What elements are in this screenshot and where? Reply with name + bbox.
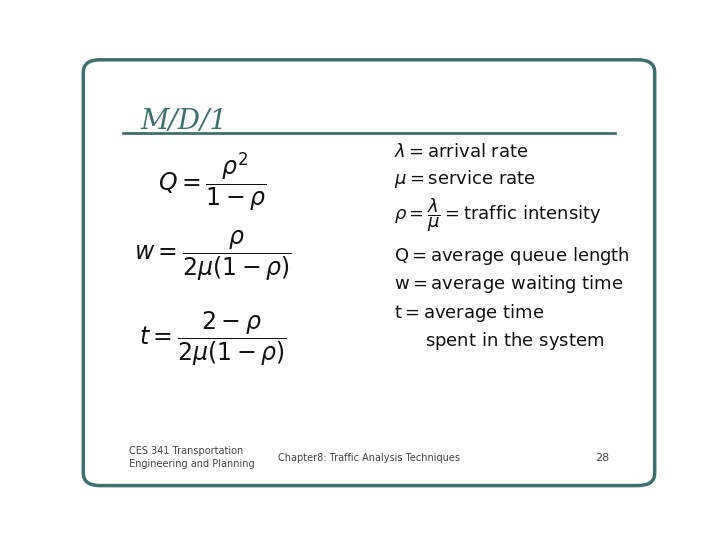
Text: Chapter8: Traffic Analysis Techniques: Chapter8: Traffic Analysis Techniques xyxy=(278,453,460,463)
Text: $\lambda = \mathrm{arrival\ rate}$: $\lambda = \mathrm{arrival\ rate}$ xyxy=(394,143,528,161)
Text: $\mu = \mathrm{service\ rate}$: $\mu = \mathrm{service\ rate}$ xyxy=(394,168,536,190)
Text: $\mathrm{spent\ in\ the\ system}$: $\mathrm{spent\ in\ the\ system}$ xyxy=(425,330,604,352)
Text: $t = \dfrac{2-\rho}{2\mu(1-\rho)}$: $t = \dfrac{2-\rho}{2\mu(1-\rho)}$ xyxy=(139,310,287,368)
Text: $\mathrm{w = average\ waiting\ time}$: $\mathrm{w = average\ waiting\ time}$ xyxy=(394,273,624,295)
Text: M/D/1: M/D/1 xyxy=(140,109,228,136)
Text: $\rho = \dfrac{\lambda}{\mu} = \mathrm{traffic\ intensity}$: $\rho = \dfrac{\lambda}{\mu} = \mathrm{t… xyxy=(394,197,602,234)
Text: CES 341 Transportation
Engineering and Planning: CES 341 Transportation Engineering and P… xyxy=(129,446,255,469)
Text: $\mathrm{Q = average\ queue\ length}$: $\mathrm{Q = average\ queue\ length}$ xyxy=(394,245,630,267)
FancyBboxPatch shape xyxy=(84,60,654,485)
Text: $w = \dfrac{\rho}{2\mu(1-\rho)}$: $w = \dfrac{\rho}{2\mu(1-\rho)}$ xyxy=(134,229,292,284)
Text: $Q = \dfrac{\rho^2}{1-\rho}$: $Q = \dfrac{\rho^2}{1-\rho}$ xyxy=(158,150,267,213)
Text: 28: 28 xyxy=(595,453,609,463)
Text: $\mathrm{t = average\ time}$: $\mathrm{t = average\ time}$ xyxy=(394,302,544,325)
